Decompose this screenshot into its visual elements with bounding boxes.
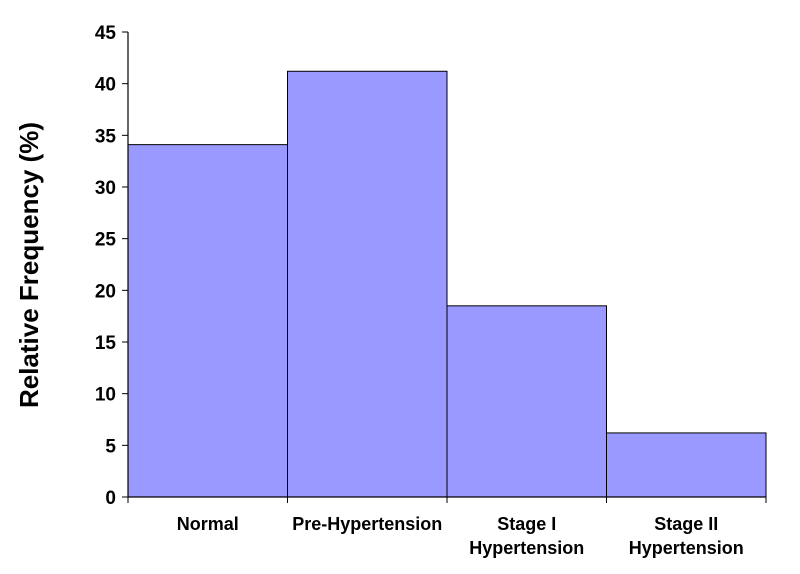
bar-3 [606, 432, 767, 498]
bar-1 [287, 70, 448, 498]
y-tick-label-7: 35 [95, 126, 117, 147]
y-tick-label-6: 30 [95, 178, 116, 199]
x-category-label-2: Stage I Hypertension [469, 514, 584, 558]
y-tick-label-9: 45 [95, 23, 117, 44]
bars-group [127, 70, 767, 498]
y-axis-title: Relative Frequency (%) [14, 122, 44, 408]
bar-2 [446, 305, 607, 498]
x-category-line: Stage II [654, 514, 718, 534]
x-category-line: Hypertension [629, 538, 744, 558]
y-tick-label-5: 25 [95, 230, 117, 251]
y-tick-label-1: 5 [105, 436, 116, 457]
x-category-line: Pre-Hypertension [292, 514, 442, 534]
x-category-line: Stage I [497, 514, 556, 534]
y-tick-label-2: 10 [95, 385, 116, 406]
x-category-label-1: Pre-Hypertension [292, 514, 442, 534]
bar-0 [127, 144, 288, 498]
y-tick-label-8: 40 [95, 75, 116, 96]
y-ticks-group: 0 5 10 15 20 25 30 35 40 45 [95, 23, 128, 509]
y-tick-label-4: 20 [95, 281, 116, 302]
x-category-label-3: Stage II Hypertension [629, 514, 744, 558]
y-tick-label-0: 0 [105, 488, 116, 509]
x-category-line: Normal [177, 514, 239, 534]
x-categories-group: Normal Pre-Hypertension Stage I Hypertensio… [177, 514, 744, 558]
x-category-line: Hypertension [469, 538, 584, 558]
y-tick-label-3: 15 [95, 333, 117, 354]
axes-group [127, 32, 767, 503]
x-category-label-0: Normal [177, 514, 239, 534]
